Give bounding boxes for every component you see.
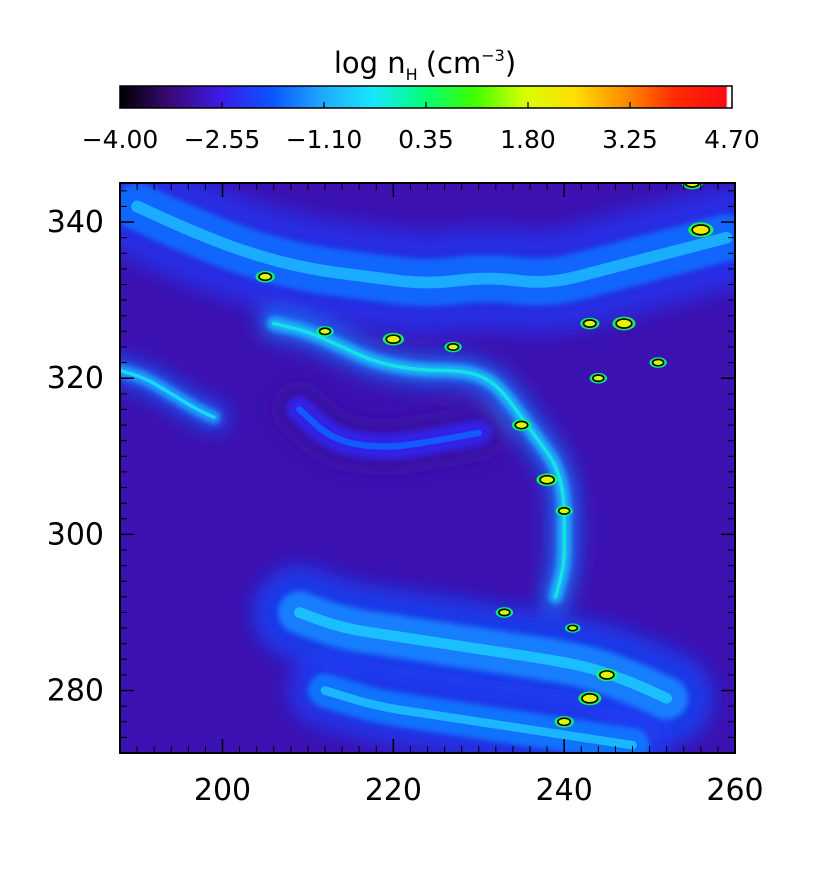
plot-area <box>120 183 735 753</box>
dense-clump <box>599 670 615 680</box>
x-tick-label: 220 <box>365 773 422 808</box>
dense-clump <box>514 420 529 430</box>
colorbar-tick-label: −1.10 <box>286 125 363 154</box>
colorbar-tick-label: −4.00 <box>82 125 159 154</box>
dense-clump <box>567 624 579 632</box>
colorbar-tick-label: 1.80 <box>500 125 556 154</box>
dense-clump <box>557 506 571 515</box>
y-tick-label: 320 <box>47 361 104 396</box>
dense-clump <box>385 334 402 345</box>
colorbar-label-close: ) <box>505 46 516 80</box>
dense-clump <box>582 319 597 328</box>
colorbar-label-exponent: −3 <box>481 46 505 65</box>
y-tick-label: 340 <box>47 205 104 240</box>
dense-clump <box>615 318 633 329</box>
colorbar-tick-label: 3.25 <box>602 125 658 154</box>
x-tick-label: 200 <box>194 773 251 808</box>
dense-clump <box>498 608 511 617</box>
colorbar-label: log nH (cm−3) <box>334 46 516 84</box>
dense-clump <box>651 358 665 367</box>
x-axis: 200 220 240 260 <box>119 183 764 808</box>
colorbar-ticks: −4.00 −2.55 −1.10 0.35 1.80 3.25 4.70 <box>82 102 760 154</box>
dense-clump <box>557 717 572 727</box>
dense-clump-layer <box>255 183 714 728</box>
x-tick-label: 240 <box>536 773 593 808</box>
filament-left-branch-core <box>120 368 216 419</box>
dense-clump <box>318 327 332 336</box>
colorbar-tick-label: 4.70 <box>704 125 760 154</box>
colorbar-tick-label: −2.55 <box>184 125 261 154</box>
dense-clump <box>581 693 599 704</box>
x-tick-label: 260 <box>706 773 763 808</box>
colorbar-label-subscript: H <box>406 65 418 84</box>
y-tick-label: 280 <box>47 674 104 709</box>
dense-clump <box>258 272 273 282</box>
colorbar-label-main: log n <box>334 46 406 80</box>
dense-clump <box>592 374 605 383</box>
dense-clump <box>691 224 711 236</box>
colorbar-tick-label: 0.35 <box>398 125 454 154</box>
colorbar-label-unit: (cm <box>426 46 482 80</box>
dense-clump <box>446 343 460 351</box>
y-axis: 280 300 320 340 <box>47 190 735 754</box>
filament-diffuse-arc-core <box>296 406 483 450</box>
filament-upper-band-core <box>131 200 733 289</box>
y-tick-label: 300 <box>47 517 104 552</box>
dense-clump <box>684 183 701 188</box>
dense-clump <box>539 474 555 485</box>
filament-bottom-band-core <box>320 686 637 750</box>
